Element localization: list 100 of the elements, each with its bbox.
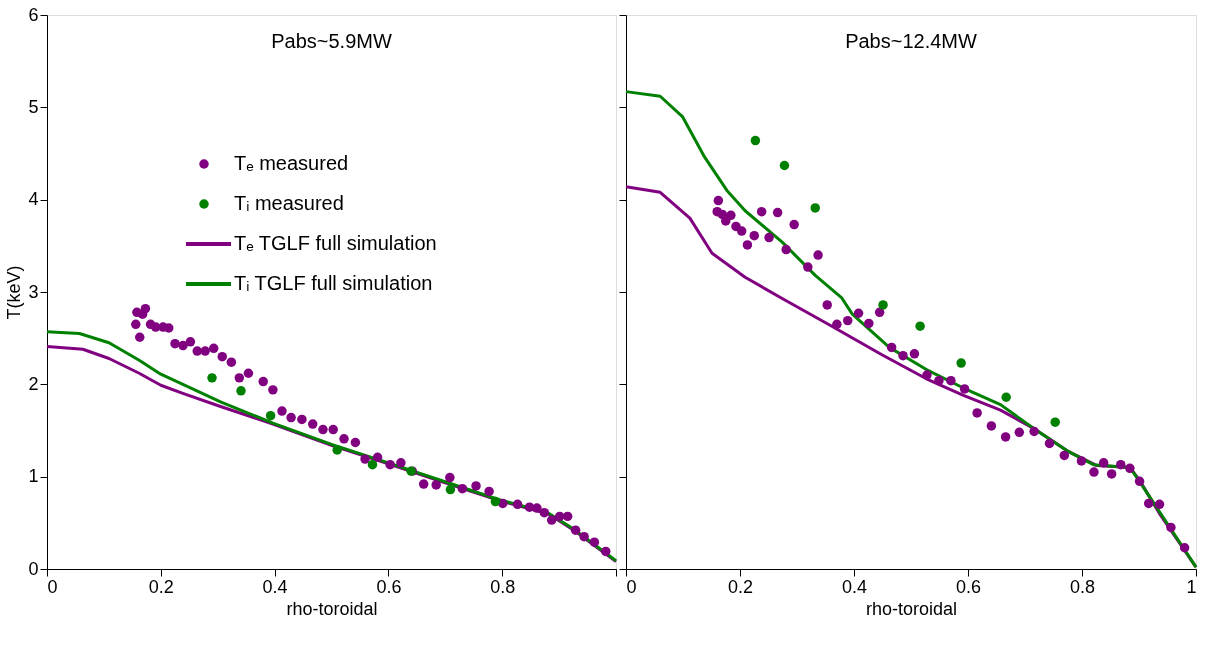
point (1125, 463, 1135, 474)
point (277, 406, 287, 416)
point (946, 375, 956, 386)
point (431, 480, 441, 490)
x-tick-label: 0.6 (376, 576, 402, 597)
point (922, 370, 932, 380)
text: Pabs~12.4MW (845, 30, 977, 52)
point (512, 499, 523, 510)
point (418, 479, 429, 489)
point (1076, 456, 1087, 466)
y-tick-label: 6 (28, 4, 39, 25)
point (484, 486, 494, 497)
point (297, 414, 307, 425)
x-axis-title: rho-toroidal (865, 598, 958, 619)
point (986, 421, 997, 431)
point (779, 160, 790, 171)
point (713, 195, 724, 206)
point (170, 338, 180, 349)
point (350, 437, 361, 448)
point (307, 419, 318, 429)
point (736, 226, 747, 236)
x-tick-label: 0.6 (955, 576, 982, 597)
legend-label: Tᵢ TGLF full simulation (234, 272, 433, 294)
point (832, 319, 842, 330)
legend-label: Tₑ measured (234, 152, 349, 174)
point (445, 472, 455, 483)
point (756, 206, 767, 217)
point (589, 537, 600, 547)
point (217, 351, 227, 362)
point (764, 232, 774, 243)
point (268, 385, 278, 395)
point (842, 315, 853, 326)
point (731, 221, 741, 232)
point (750, 135, 761, 146)
point (1089, 467, 1099, 477)
x-tick-label: 0.2 (148, 576, 174, 597)
legend-label: Tₑ TGLF full simulation (234, 232, 437, 254)
point (864, 318, 874, 329)
point (332, 445, 342, 455)
point (1106, 469, 1117, 479)
point (934, 375, 944, 386)
point (135, 332, 145, 342)
point (258, 376, 268, 387)
point (185, 337, 196, 347)
point (915, 321, 925, 331)
x-tick-label: 0 (626, 576, 637, 597)
point (445, 484, 456, 495)
point (471, 481, 481, 491)
y-tick-label: 4 (28, 189, 39, 210)
point (137, 309, 148, 319)
point (265, 410, 276, 421)
x-tick-label: 0.4 (841, 576, 868, 597)
point (532, 503, 542, 513)
point (959, 384, 970, 394)
point (726, 210, 736, 221)
point (490, 496, 501, 507)
point (898, 350, 908, 361)
point (1001, 392, 1011, 402)
point (1134, 476, 1145, 487)
point (1044, 438, 1055, 449)
point (886, 342, 897, 353)
point (972, 408, 982, 418)
point (372, 452, 383, 463)
point (339, 434, 349, 444)
point (200, 346, 210, 356)
point (1116, 459, 1126, 470)
point (328, 424, 338, 435)
y-tick-label: 0 (28, 558, 39, 579)
point (1050, 417, 1060, 427)
legend-label: Tᵢ measured (234, 192, 344, 214)
point (1000, 432, 1011, 442)
point (781, 244, 791, 255)
point (236, 386, 246, 396)
point (878, 300, 888, 310)
y-tick-label: 2 (28, 373, 39, 394)
point (1143, 498, 1154, 509)
point (789, 219, 799, 230)
point (601, 546, 611, 557)
x-axis-title: rho-toroidal (286, 598, 378, 619)
point (772, 207, 783, 218)
x-tick-label: 1 (1186, 576, 1197, 597)
point (909, 349, 920, 359)
point (810, 203, 820, 213)
point (1098, 458, 1109, 468)
point (1179, 543, 1190, 553)
point (234, 373, 245, 383)
point (874, 307, 885, 318)
point (539, 507, 550, 518)
point (570, 525, 581, 535)
point (1014, 427, 1025, 438)
point (164, 323, 174, 333)
x-tick-label: 0 (47, 576, 58, 597)
point (813, 250, 823, 260)
point (742, 240, 753, 250)
point (803, 262, 813, 272)
y-tick-label: 3 (28, 281, 39, 302)
point (1154, 499, 1165, 510)
point (385, 459, 395, 470)
y-tick-label: 1 (28, 466, 39, 487)
point (367, 459, 378, 470)
